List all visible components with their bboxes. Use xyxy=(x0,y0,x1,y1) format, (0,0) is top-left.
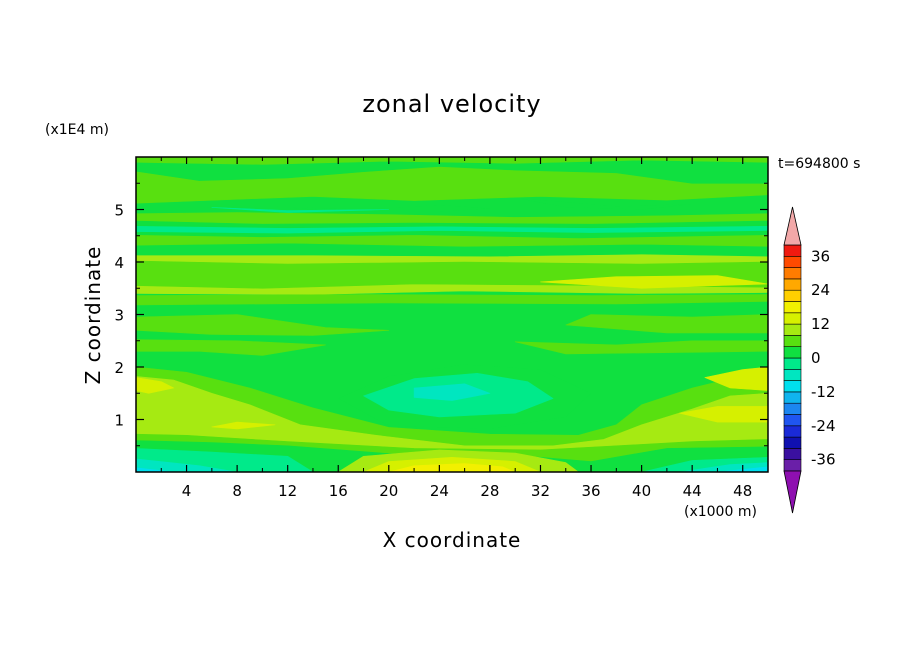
colorbar-segment xyxy=(783,391,802,404)
contour-plot-area xyxy=(135,156,769,473)
contour-region-4 xyxy=(514,197,693,210)
x-axis-ticks: 4 8 12 16 20 24 28 32 36 40 44 48 xyxy=(160,157,752,500)
colorbar-segment xyxy=(783,414,802,427)
y-tick-label: 4 xyxy=(114,254,124,272)
colorbar-segment xyxy=(783,459,802,472)
colorbar-segment xyxy=(783,267,802,280)
colorbar-label: 12 xyxy=(811,315,830,333)
colorbar-segment xyxy=(783,335,802,347)
y-tick-label: 3 xyxy=(114,307,124,325)
x-tick-label: 4 xyxy=(182,482,192,500)
x-tick-label: 24 xyxy=(430,482,449,500)
colorbar-label: -36 xyxy=(811,451,836,469)
contour-region-16 xyxy=(514,340,768,355)
colorbar-segment xyxy=(783,289,802,302)
y-axis-ticks: 1 2 3 4 5 xyxy=(114,182,768,447)
colorbar-over-arrow xyxy=(783,206,802,246)
y-tick-label: 2 xyxy=(114,359,124,377)
colorbar-label: 0 xyxy=(811,349,821,367)
contour-region-15 xyxy=(136,339,326,356)
colorbar-segment xyxy=(783,402,802,415)
x-tick-label: 48 xyxy=(733,482,752,500)
x-tick-label: 8 xyxy=(232,482,242,500)
y-axis-label: Z coordinate xyxy=(81,246,105,385)
contour-region-8 xyxy=(136,226,768,234)
colorbar-segment xyxy=(783,425,802,438)
contour-region-13 xyxy=(136,314,390,336)
colorbar-label: 36 xyxy=(811,247,830,265)
x-tick-label: 44 xyxy=(683,482,702,500)
colorbar-segment xyxy=(783,255,802,268)
contour-region-5 xyxy=(211,207,390,213)
contour-region-29 xyxy=(136,467,175,472)
colorbar-segment xyxy=(783,368,802,381)
x-tick-label: 40 xyxy=(632,482,651,500)
colorbar-label: -24 xyxy=(811,417,836,435)
y-unit-label: (x1E4 m) xyxy=(45,122,109,138)
colorbar-under-arrow xyxy=(783,470,802,514)
colorbar-segment xyxy=(783,436,802,449)
contour-region-36 xyxy=(413,383,491,401)
colorbar-segment xyxy=(783,380,802,393)
x-tick-label: 28 xyxy=(480,482,499,500)
colorbar-label: 24 xyxy=(811,281,830,299)
contour-region-20 xyxy=(704,366,768,391)
colorbar-label: -12 xyxy=(811,383,836,401)
colorbar-segment xyxy=(783,244,802,257)
x-tick-label: 16 xyxy=(329,482,348,500)
colorbar-segment xyxy=(783,448,802,460)
time-label: t=694800 s xyxy=(778,156,860,172)
y-tick-label: 5 xyxy=(114,202,124,220)
colorbar-segment xyxy=(783,346,802,359)
colorbar-segment xyxy=(783,301,802,314)
contour-region-14 xyxy=(565,314,768,334)
x-tick-label: 20 xyxy=(379,482,398,500)
colorbar-segment xyxy=(783,323,802,336)
colorbar-segment xyxy=(783,312,802,325)
colorbar-segment xyxy=(783,357,802,370)
contour-region-21 xyxy=(679,406,768,423)
y-tick-label: 1 xyxy=(114,412,124,430)
x-tick-label: 32 xyxy=(531,482,550,500)
colorbar-segment xyxy=(783,278,802,291)
contour-region-22 xyxy=(211,421,276,430)
chart-title: zonal velocity xyxy=(362,90,541,118)
x-unit-label: (x1000 m) xyxy=(684,504,757,520)
contour-region-33 xyxy=(388,463,516,472)
contour-region-11 xyxy=(136,294,768,306)
contour-region-19 xyxy=(136,377,175,394)
x-tick-label: 12 xyxy=(278,482,297,500)
x-tick-label: 36 xyxy=(581,482,600,500)
contour-region-12 xyxy=(540,275,768,289)
colorbar: 36 24 12 0 -12 -24 -36 xyxy=(783,206,836,514)
x-axis-label: X coordinate xyxy=(383,528,522,552)
